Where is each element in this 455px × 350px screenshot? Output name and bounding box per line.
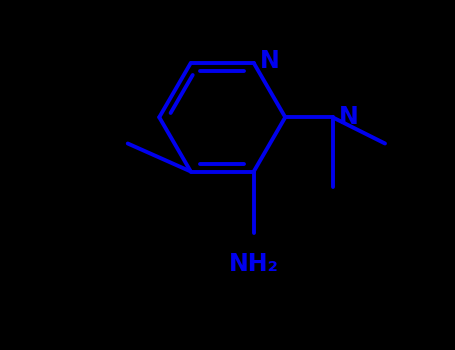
Text: N: N [339, 105, 359, 129]
Text: N: N [260, 49, 280, 73]
Text: NH₂: NH₂ [229, 252, 278, 276]
